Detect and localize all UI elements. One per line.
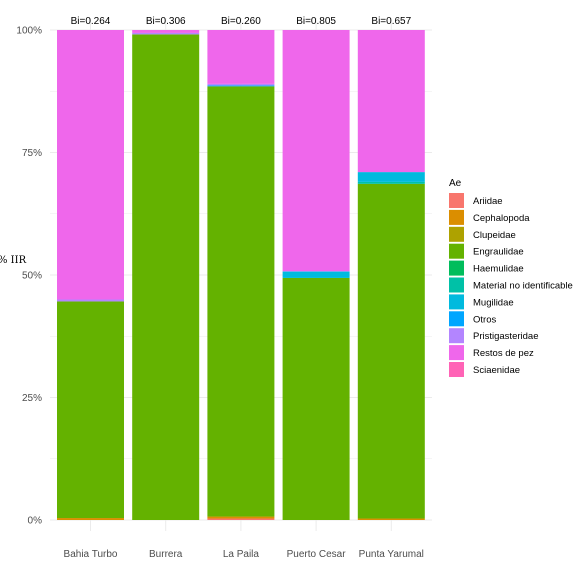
legend-label: Cephalopoda <box>473 213 530 224</box>
bar-segment-1-0 <box>57 518 124 520</box>
bar-label: Bi=0.306 <box>146 16 186 27</box>
bar-segment-9-0 <box>57 30 124 300</box>
bar-segment-7-2 <box>207 85 275 87</box>
y-axis-tick-labels: 0% 25% 50% 75% 100% <box>16 26 42 527</box>
y-tick-label: 50% <box>22 271 42 282</box>
bar-segment-6-3 <box>282 271 350 278</box>
bar-segment-9-3 <box>282 30 350 272</box>
y-axis-title: % IIR <box>0 255 27 266</box>
x-tick-label: Burrera <box>149 549 183 560</box>
legend-label: Mugilidae <box>473 297 514 308</box>
legend-key <box>449 209 464 225</box>
bar-segment-8-2 <box>207 83 275 86</box>
x-tick-label: La Paila <box>223 549 260 560</box>
bar-segment-3-2 <box>207 86 275 517</box>
bar-segment-6-4 <box>357 172 425 182</box>
legend-label: Ariidae <box>473 196 503 207</box>
x-tick-label: Bahia Turbo <box>64 549 118 560</box>
legend-key <box>449 243 464 259</box>
bar-segment-8-3 <box>282 271 350 272</box>
bar-segment-3-1 <box>132 34 200 520</box>
bar-segment-9-4 <box>357 30 425 173</box>
legend-key <box>449 294 464 310</box>
bar-segment-1-2 <box>207 516 275 519</box>
legend-label: Pristigasteridae <box>473 331 538 342</box>
bar-segment-9-2 <box>207 30 275 84</box>
bars <box>57 30 425 520</box>
y-tick-label: 0% <box>28 516 43 527</box>
legend-label: Material no identificable <box>473 281 573 292</box>
bar-segment-8-1 <box>132 32 200 35</box>
bar-label: Bi=0.264 <box>71 16 111 27</box>
legend-label: Restos de pez <box>473 348 534 359</box>
legend-key <box>449 345 464 361</box>
bar-segment-1-4 <box>357 518 425 520</box>
legend-label: Otros <box>473 314 496 325</box>
legend-label: Clupeidae <box>473 230 516 241</box>
bar-label: Bi=0.657 <box>371 16 411 27</box>
legend-label: Sciaenidae <box>473 365 520 376</box>
x-tick-label: Punta Yarumal <box>359 549 424 560</box>
bar-segment-0-2 <box>207 518 275 520</box>
x-tick-label: Puerto Cesar <box>287 549 347 560</box>
legend-key <box>449 226 464 242</box>
legend-label: Haemulidae <box>473 264 524 275</box>
legend-key <box>449 311 464 327</box>
bar-label: Bi=0.805 <box>296 16 336 27</box>
legend-key <box>449 277 464 293</box>
y-tick-label: 75% <box>22 148 42 159</box>
bar-segment-5-4 <box>357 181 425 184</box>
bar-annotations: Bi=0.264 Bi=0.306 Bi=0.260 Bi=0.805 Bi=0.657 <box>71 16 412 27</box>
legend-key <box>449 193 464 208</box>
legend-key <box>449 260 464 276</box>
legend-key <box>449 362 464 377</box>
legend-label: Engraulidae <box>473 247 524 258</box>
legend-key <box>449 328 464 344</box>
x-axis-tick-labels: Bahia Turbo Burrera La Paila Puerto Cesar Pu… <box>64 549 424 560</box>
legend: Ae Ariidae Cephalopoda Clupeidae Engraulida… <box>449 178 573 377</box>
bar-segment-3-3 <box>282 277 350 520</box>
y-tick-label: 100% <box>16 26 42 37</box>
bar-segment-8-0 <box>57 299 124 302</box>
bar-segment-3-4 <box>357 183 425 519</box>
bar-label: Bi=0.260 <box>221 16 261 27</box>
y-tick-label: 25% <box>22 393 42 404</box>
bar-segment-9-1 <box>132 30 200 33</box>
bar-segment-3-0 <box>57 301 124 519</box>
legend-title: Ae <box>449 178 462 189</box>
